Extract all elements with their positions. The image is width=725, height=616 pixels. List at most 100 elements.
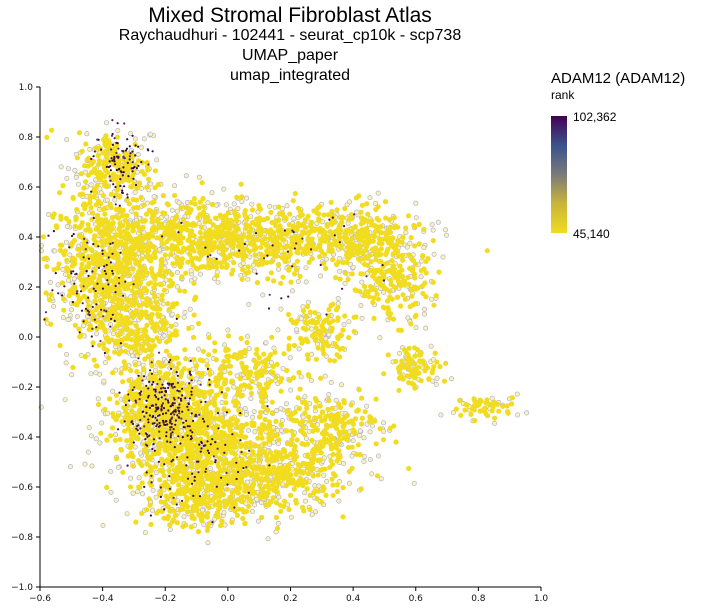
cell-point <box>437 364 443 370</box>
cell-point <box>341 235 348 241</box>
cell-point <box>133 519 139 525</box>
cell-point <box>273 418 279 424</box>
cell-point <box>134 204 140 210</box>
cell-point <box>135 152 141 158</box>
cell-point <box>57 190 63 196</box>
cell-point <box>346 469 352 475</box>
cell-point <box>158 281 164 288</box>
cell-point <box>464 402 470 408</box>
cell-point <box>74 313 80 319</box>
cell-point <box>102 140 108 147</box>
cell-point <box>359 315 365 321</box>
cell-point <box>180 453 186 459</box>
cell-point <box>178 205 184 211</box>
cell-point <box>273 514 279 521</box>
cell-point <box>197 436 204 442</box>
cell-point <box>72 167 78 173</box>
cell-point <box>408 287 415 293</box>
cell-point <box>86 425 92 431</box>
cell-point <box>350 438 356 444</box>
cell-point <box>393 358 399 364</box>
cell-point <box>64 268 71 274</box>
cell-point <box>245 264 251 270</box>
cell-point <box>97 310 103 316</box>
cell-point <box>284 464 290 470</box>
cell-point <box>200 264 206 270</box>
cell-point <box>149 200 155 206</box>
cell-point <box>293 327 299 333</box>
cell-point <box>192 296 198 303</box>
cell-point <box>128 130 134 136</box>
cell-point <box>433 293 439 299</box>
cell-point <box>371 270 378 276</box>
cell-point <box>203 431 209 437</box>
cell-point <box>197 271 203 277</box>
cell-point <box>71 276 77 282</box>
cell-point <box>82 461 88 467</box>
cell-point <box>393 242 400 248</box>
cell-point <box>324 223 330 229</box>
cell-point <box>326 391 332 397</box>
cell-point <box>448 376 454 382</box>
cell-point <box>81 279 87 285</box>
cell-point <box>168 282 174 289</box>
chart-subtitle-2: UMAP_paper <box>241 47 339 64</box>
cell-point <box>127 445 133 451</box>
cell-point <box>192 276 198 282</box>
cell-point <box>113 233 119 239</box>
cell-point <box>188 268 194 274</box>
cell-point <box>400 274 406 280</box>
cell-point <box>271 345 277 351</box>
cell-point <box>196 346 202 352</box>
cell-point <box>247 455 253 461</box>
cell-point <box>44 134 50 140</box>
cell-point <box>53 223 60 229</box>
cell-point <box>83 202 89 208</box>
cell-point <box>253 246 259 252</box>
cell-point <box>113 206 119 212</box>
cell-point <box>274 407 280 413</box>
cell-point <box>159 292 165 298</box>
cell-point <box>108 469 114 475</box>
cell-point <box>268 270 274 276</box>
cell-point <box>220 259 226 265</box>
cell-point <box>120 469 126 475</box>
cell-point <box>361 435 367 441</box>
cell-point <box>191 312 197 318</box>
cell-point <box>140 301 146 307</box>
cell-point <box>113 456 119 462</box>
cell-point <box>280 274 286 280</box>
cell-point <box>243 440 249 446</box>
cell-point <box>101 341 107 347</box>
cell-point <box>73 174 79 180</box>
cell-point <box>396 369 402 375</box>
cell-point <box>356 433 362 439</box>
cell-point <box>195 529 202 535</box>
cell-point <box>430 357 436 363</box>
cell-point <box>155 181 161 188</box>
cell-point <box>142 285 148 291</box>
cell-point <box>256 202 262 209</box>
cell-point <box>143 309 149 315</box>
cell-point <box>134 242 140 248</box>
cell-point <box>239 422 245 428</box>
cell-point <box>264 252 270 258</box>
cell-point <box>243 270 250 276</box>
cell-point <box>129 409 135 415</box>
cell-point <box>148 373 154 380</box>
cell-point <box>350 264 356 270</box>
cell-point <box>421 266 427 272</box>
cell-point <box>82 354 88 360</box>
cell-point <box>286 222 292 228</box>
cell-point <box>257 215 263 221</box>
cell-point <box>471 407 477 413</box>
cell-point <box>313 356 319 362</box>
cell-point <box>174 208 180 214</box>
cell-point <box>450 409 456 415</box>
cell-point <box>192 422 198 428</box>
cell-point <box>264 228 270 234</box>
cell-point <box>423 325 429 331</box>
cell-point <box>398 327 404 333</box>
cell-point <box>348 252 354 258</box>
cell-point <box>263 452 270 459</box>
